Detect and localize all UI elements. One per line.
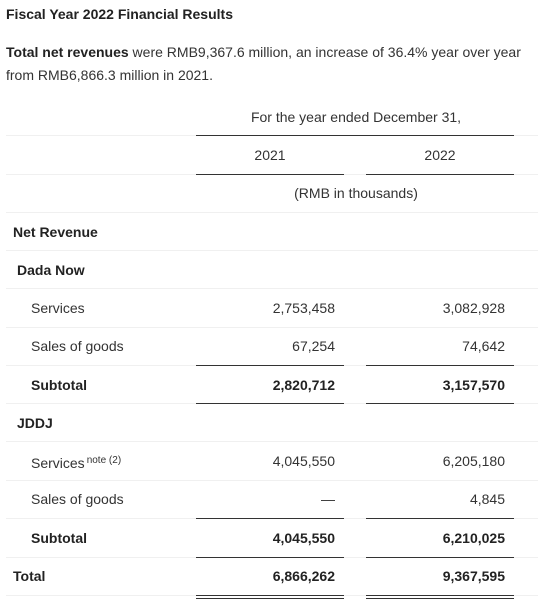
total-double-rule-bottom-2021: [196, 598, 344, 599]
jddj-subtotal-rule-2022: [366, 518, 514, 519]
row-divider: [6, 212, 538, 213]
total-double-rule-top-2022: [366, 595, 514, 596]
jddj-subtotal-rule-2021: [196, 518, 344, 519]
dada-services-2022: 3,082,928: [442, 300, 505, 316]
jddj-label: JDDJ: [17, 415, 53, 431]
unit-label: (RMB in thousands): [294, 185, 418, 201]
row-divider: [6, 327, 538, 328]
intro-text-line2: from RMB6,866.3 million in 2021.: [6, 67, 213, 83]
section-heading: Fiscal Year 2022 Financial Results: [6, 6, 233, 22]
jddj-services-label: Services: [31, 455, 85, 471]
jddj-services-2022: 6,205,180: [442, 453, 505, 469]
intro-bold-lead: Total net revenues: [6, 44, 129, 60]
dada-subtotal-2022: 3,157,570: [442, 377, 505, 393]
jddj-subtotal-bottom-rule-2021: [196, 557, 344, 558]
subtotal-bottom-rule-2022: [366, 403, 514, 404]
total-2022: 9,367,595: [442, 568, 505, 584]
total-label: Total: [13, 568, 46, 584]
period-header: For the year ended December 31,: [250, 109, 462, 125]
year-2021-header: 2021: [254, 147, 286, 163]
net-revenue-label: Net Revenue: [13, 224, 98, 240]
dada-subtotal-2021: 2,820,712: [272, 377, 335, 393]
total-double-rule-top-2021: [196, 595, 344, 596]
dada-services-label: Services: [31, 300, 85, 316]
jddj-subtotal-label: Subtotal: [31, 530, 87, 546]
dada-sales-2021: 67,254: [292, 338, 335, 354]
row-divider: [6, 250, 538, 251]
row-divider: [6, 441, 538, 442]
jddj-services-2021: 4,045,550: [272, 453, 335, 469]
jddj-services-note: note (2): [86, 455, 122, 466]
jddj-subtotal-2022: 6,210,025: [442, 530, 505, 546]
dada-now-label: Dada Now: [17, 262, 85, 278]
dada-sales-label: Sales of goods: [31, 338, 124, 354]
intro-paragraph: Total net revenues were RMB9,367.6 milli…: [6, 41, 538, 87]
dada-subtotal-label: Subtotal: [31, 377, 87, 393]
row-divider: [6, 480, 538, 481]
total-double-rule-bottom-2022: [366, 598, 514, 599]
total-2021: 6,866,262: [272, 568, 335, 584]
row-divider: [6, 288, 538, 289]
year-2022-header: 2022: [424, 147, 456, 163]
jddj-sales-2022: 4,845: [469, 491, 505, 507]
year-rule-2021: [196, 174, 344, 175]
dada-sales-2022: 74,642: [462, 338, 505, 354]
dada-services-2021: 2,753,458: [272, 300, 335, 316]
jddj-services-label-cell: Services note (2): [31, 452, 121, 472]
header-rule: [196, 135, 514, 136]
subtotal-bottom-rule-2021: [196, 403, 344, 404]
subtotal-rule-2022: [366, 365, 514, 366]
intro-text-line1: were RMB9,367.6 million, an increase of …: [128, 44, 521, 60]
jddj-sales-2021: —: [321, 491, 335, 507]
jddj-subtotal-bottom-rule-2022: [366, 557, 514, 558]
jddj-sales-label: Sales of goods: [31, 491, 124, 507]
subtotal-rule-2021: [196, 365, 344, 366]
jddj-subtotal-2021: 4,045,550: [272, 530, 335, 546]
year-rule-2022: [366, 174, 514, 175]
